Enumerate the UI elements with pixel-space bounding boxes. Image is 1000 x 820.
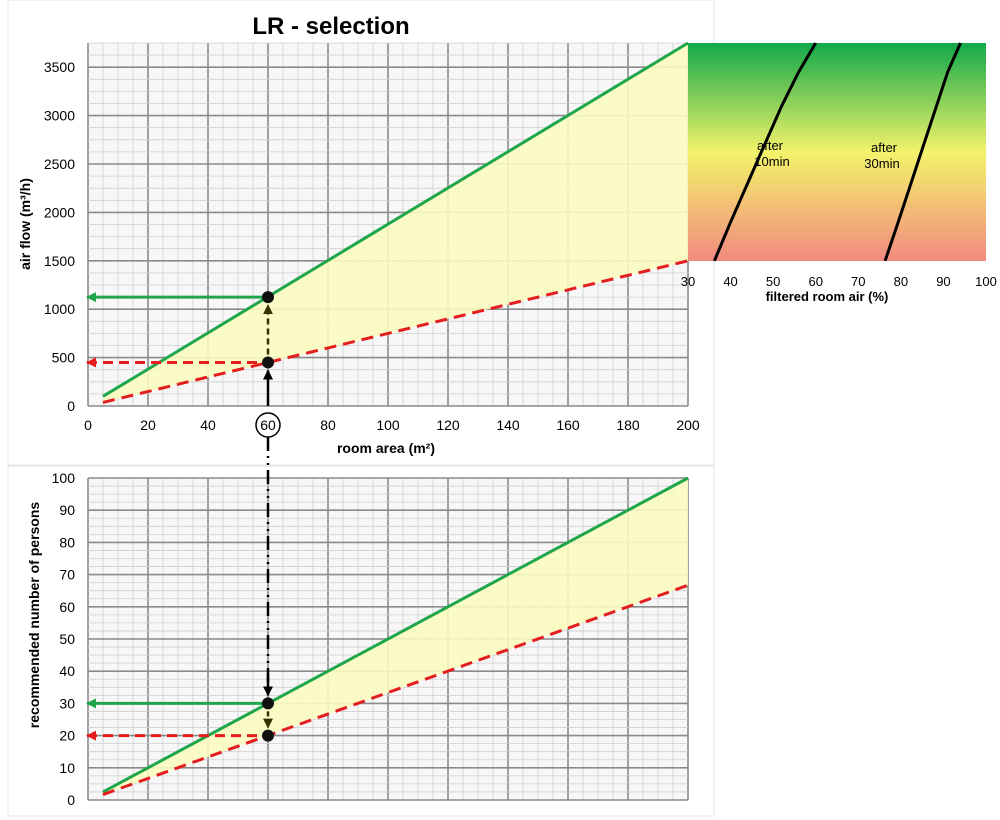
- filtered-air-x-tick-label: 60: [808, 274, 822, 289]
- airflow-y-ticks: 0 500 1000 1500 2000 2500 3000 3500: [44, 59, 75, 414]
- airflow-x-tick-label: 80: [320, 417, 336, 433]
- airflow-reading-point-upper: [262, 291, 274, 304]
- annotation-after-10min-line1: after: [757, 138, 784, 153]
- persons-y-tick-label: 80: [59, 534, 75, 550]
- persons-y-tick-label: 40: [59, 663, 75, 679]
- airflow-x-tick-label: 20: [140, 417, 156, 433]
- airflow-y-tick-label: 2000: [44, 204, 75, 220]
- selected-area-label: 60: [260, 417, 276, 433]
- persons-series-upper: [102, 476, 689, 794]
- airflow-x-tick-label: 120: [436, 417, 460, 433]
- persons-y-tick-label: 50: [59, 631, 75, 647]
- persons-y-label: recommended number of persons: [26, 502, 42, 729]
- airflow-x-tick-label: 100: [376, 417, 400, 433]
- persons-y-ticks: 0 10 20 30 40 50 60 70 80 90 100: [52, 470, 76, 808]
- filtered-air-x-tick-label: 90: [936, 274, 950, 289]
- persons-y-tick-label: 10: [59, 760, 75, 776]
- airflow-x-label: room area (m²): [337, 440, 435, 456]
- chart-title: LR - selection: [252, 13, 409, 40]
- filtered-air-x-tick-label: 50: [766, 274, 780, 289]
- persons-y-tick-label: 20: [59, 728, 75, 744]
- selected-area-marker: [255, 412, 281, 438]
- annotation-after-30min-line1: after: [871, 140, 898, 155]
- bottom-panel-frame: [7, 465, 715, 817]
- airflow-x-ticks: 0 20 40 80 100 120 140 160 180 200: [84, 417, 700, 433]
- airflow-y-tick-label: 1000: [44, 301, 75, 317]
- airflow-x-tick-label: 200: [676, 417, 700, 433]
- annotation-after-30min-line2: 30min: [864, 156, 899, 171]
- airflow-reading-point-lower: [262, 356, 274, 369]
- filtered-air-x-tick-label: 40: [723, 274, 737, 289]
- persons-reading-point-upper: [262, 697, 274, 710]
- filtered-air-x-ticks: 30 40 50 60 70 80 90 100: [681, 274, 997, 289]
- airflow-x-tick-label: 140: [496, 417, 520, 433]
- airflow-x-tick-label: 180: [616, 417, 640, 433]
- airflow-y-tick-label: 500: [52, 350, 76, 366]
- airflow-y-tick-label: 1500: [44, 253, 75, 269]
- airflow-x-tick-label: 40: [200, 417, 216, 433]
- persons-reading-point-lower: [262, 729, 274, 742]
- persons-series-lower: [102, 583, 689, 796]
- series-after-30min: [883, 42, 962, 262]
- filtered-air-heat-area: [688, 43, 986, 261]
- filtered-air-x-tick-label: 30: [681, 274, 695, 289]
- filtered-air-x-tick-label: 80: [894, 274, 908, 289]
- filtered-air-x-tick-label: 70: [851, 274, 865, 289]
- persons-y-tick-label: 30: [59, 695, 75, 711]
- airflow-x-tick-label: 160: [556, 417, 580, 433]
- filtered-air-x-tick-label: 100: [975, 274, 997, 289]
- airflow-series-lower: [102, 259, 689, 404]
- filtered-air-x-label: filtered room air (%): [766, 289, 889, 304]
- airflow-y-tick-label: 2500: [44, 156, 75, 172]
- persons-y-tick-label: 0: [67, 792, 75, 808]
- airflow-y-label: air flow (m³/h): [17, 178, 33, 270]
- airflow-y-tick-label: 3000: [44, 108, 75, 124]
- airflow-y-tick-label: 0: [67, 398, 75, 414]
- persons-y-tick-label: 60: [59, 599, 75, 615]
- persons-y-tick-label: 90: [59, 502, 75, 518]
- airflow-series-upper: [102, 41, 689, 398]
- airflow-x-tick-label: 0: [84, 417, 92, 433]
- series-after-10min: [713, 42, 817, 262]
- airflow-y-tick-label: 3500: [44, 59, 75, 75]
- persons-y-tick-label: 70: [59, 567, 75, 583]
- annotation-after-10min-line2: 10min: [754, 154, 789, 169]
- persons-y-tick-label: 100: [52, 470, 76, 486]
